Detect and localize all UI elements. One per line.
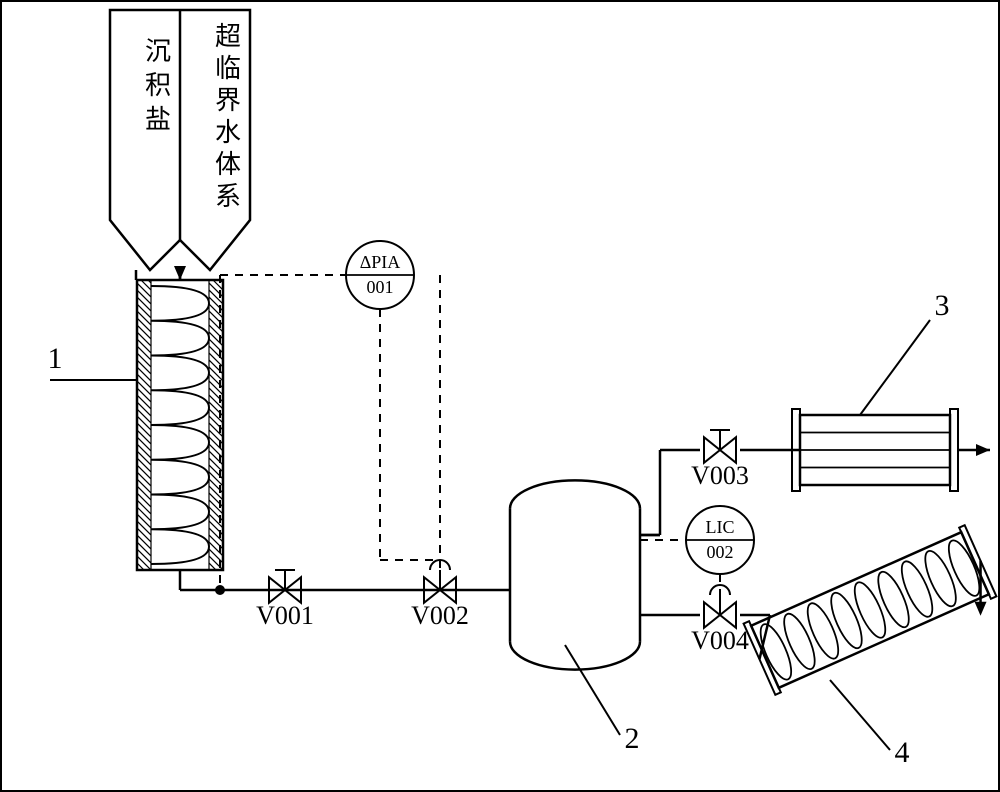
screw-conveyor xyxy=(744,525,997,695)
svg-text:ΔPIA: ΔPIA xyxy=(360,252,401,272)
column-coil xyxy=(151,286,209,564)
item-number: 2 xyxy=(625,722,640,755)
valve-label: V002 xyxy=(411,601,469,630)
inlet-label-right: 超临界水体系 xyxy=(215,22,241,211)
svg-text:001: 001 xyxy=(367,277,394,297)
tank xyxy=(510,642,640,670)
svg-text:LIC: LIC xyxy=(706,517,735,537)
valve-label: V001 xyxy=(256,601,314,630)
item-number: 3 xyxy=(935,289,950,322)
valve-label: V003 xyxy=(691,461,749,490)
item-number: 4 xyxy=(895,736,910,769)
valve-label: V004 xyxy=(691,626,749,655)
inlet-label-left: 沉积盐 xyxy=(145,37,171,134)
svg-text:002: 002 xyxy=(707,542,734,562)
item-number: 1 xyxy=(48,342,63,375)
